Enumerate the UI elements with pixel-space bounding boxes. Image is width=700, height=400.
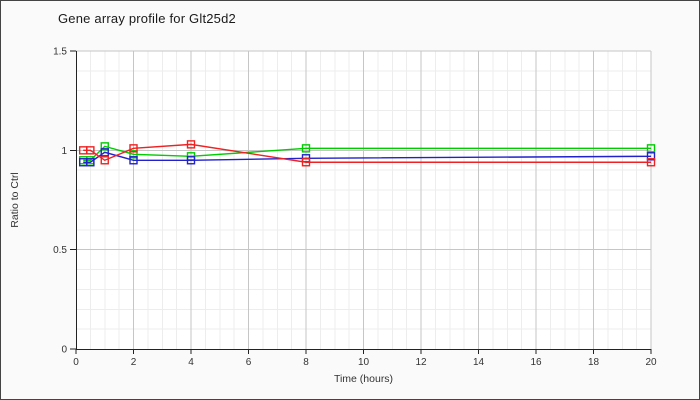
x-tick-label: 20 xyxy=(645,357,657,368)
blue-series-marker xyxy=(86,158,95,167)
axes xyxy=(70,50,652,354)
y-axis-title: Ratio to Ctrl xyxy=(9,172,21,227)
y-tick-label: 0 xyxy=(61,345,67,356)
x-tick-label: 16 xyxy=(530,357,542,368)
y-tick-label: 1 xyxy=(61,146,67,157)
green-series-line xyxy=(83,145,651,161)
red-series-markers xyxy=(78,140,656,167)
green-series-marker xyxy=(129,150,138,159)
x-tick-label: 18 xyxy=(588,357,600,368)
red-series-marker xyxy=(301,158,311,167)
x-tick-label: 0 xyxy=(73,357,79,368)
tick-labels: 0 0.5 1 1.5 0 2 4 6 8 10 12 14 16 18 20 xyxy=(53,47,657,369)
y-tick-label: 1.5 xyxy=(53,47,67,58)
blue-series-marker xyxy=(646,152,656,161)
x-tick-label: 4 xyxy=(188,357,194,368)
blue-series-marker xyxy=(100,148,109,157)
chart-title: Gene array profile for Glt25d2 xyxy=(58,11,236,26)
x-tick-label: 10 xyxy=(358,357,370,368)
green-series-marker xyxy=(301,144,311,153)
x-tick-label: 6 xyxy=(246,357,252,368)
x-tick-label: 8 xyxy=(303,357,309,368)
x-axis-title: Time (hours) xyxy=(334,373,393,385)
red-series-marker xyxy=(86,146,95,155)
x-tick-label: 12 xyxy=(415,357,427,368)
y-tick-label: 0.5 xyxy=(53,245,67,256)
red-series-marker xyxy=(186,140,196,149)
green-series-marker xyxy=(100,142,109,151)
blue-series-marker xyxy=(129,156,138,165)
red-series-marker xyxy=(129,144,138,153)
green-series-marker xyxy=(646,144,656,153)
x-tick-label: 14 xyxy=(473,357,485,368)
blue-series-marker xyxy=(186,156,196,165)
red-series-marker xyxy=(646,158,656,167)
red-series-line xyxy=(83,143,651,163)
red-series-marker xyxy=(100,156,109,165)
gridlines xyxy=(76,50,652,349)
x-tick-label: 2 xyxy=(131,357,137,368)
